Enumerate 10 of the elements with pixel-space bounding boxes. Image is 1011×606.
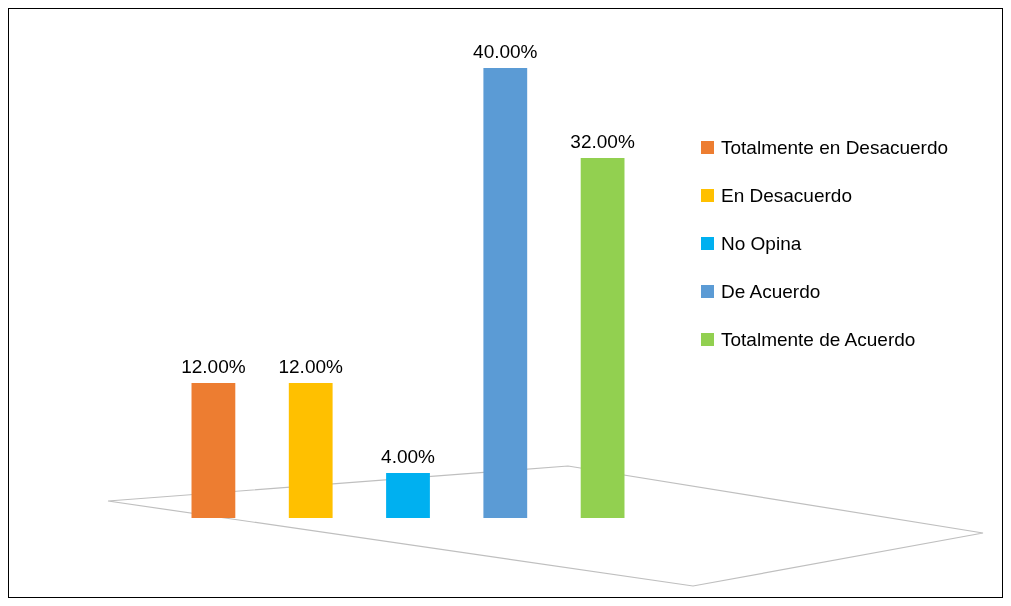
legend-label: Totalmente de Acuerdo — [721, 329, 916, 350]
data-label: 40.00% — [473, 41, 538, 62]
data-label: 32.00% — [570, 131, 635, 152]
data-label: 12.00% — [181, 356, 246, 377]
data-label: 4.00% — [381, 446, 436, 467]
data-label: 12.00% — [278, 356, 344, 377]
legend-label: No Opina — [721, 233, 802, 254]
legend-label: Totalmente en Desacuerdo — [721, 137, 949, 158]
legend-label: En Desacuerdo — [721, 185, 852, 206]
legend-label: De Acuerdo — [721, 281, 821, 302]
